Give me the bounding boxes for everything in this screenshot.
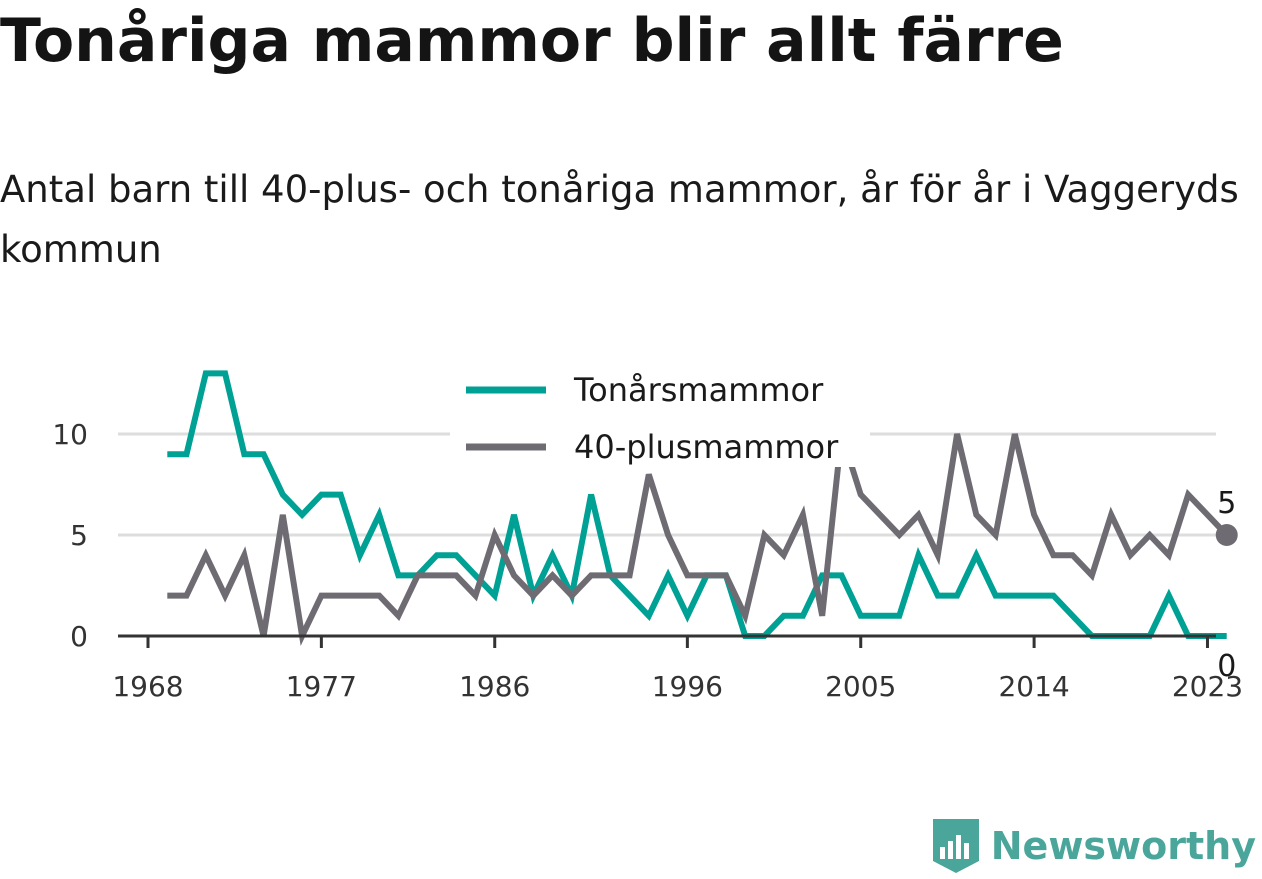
legend: Tonårsmammor 40-plusmammor <box>450 354 870 467</box>
chart-title: Tonåriga mammor blir allt färre <box>0 6 1064 76</box>
end-marker-40-plusmammor <box>1215 524 1238 546</box>
series-line-tonarsmammor <box>167 370 1227 639</box>
x-tick-label: 1977 <box>286 670 357 703</box>
x-axis: 1968 1977 1986 1996 2005 2014 2023 <box>112 634 1243 703</box>
end-label-40-plusmammor: 5 <box>1217 486 1236 521</box>
brand-logo: Newsworthy <box>931 817 1256 875</box>
x-tick-label: 2014 <box>998 670 1069 703</box>
legend-label: Tonårsmammor <box>573 371 824 409</box>
y-tick-label: 10 <box>52 418 88 451</box>
x-tick-label: 2005 <box>825 670 896 703</box>
newsworthy-logo-icon <box>932 819 979 873</box>
line-chart: 0 5 10 1968 1977 1986 1996 2005 2014 2023 Tonårs… <box>52 354 1244 703</box>
end-label-tonarsmammor: 0 <box>1217 649 1236 684</box>
end-labels: 50 <box>1215 486 1238 684</box>
x-tick-label: 1968 <box>112 670 183 703</box>
series-lines <box>167 370 1229 646</box>
y-tick-label: 5 <box>70 519 88 552</box>
legend-label: 40-plusmammor <box>574 428 839 466</box>
x-tick-label: 1986 <box>459 670 530 703</box>
x-tick-label: 1996 <box>652 670 723 703</box>
brand-name: Newsworthy <box>990 824 1256 868</box>
y-tick-label: 0 <box>70 620 88 653</box>
series-line-40-plusmammor <box>167 433 1229 646</box>
chart-subtitle: Antal barn till 40-plus- och tonåriga ma… <box>0 168 1239 271</box>
x-tick-label: 2023 <box>1172 670 1243 703</box>
legend-background <box>450 411 870 467</box>
legend-background <box>450 354 870 410</box>
